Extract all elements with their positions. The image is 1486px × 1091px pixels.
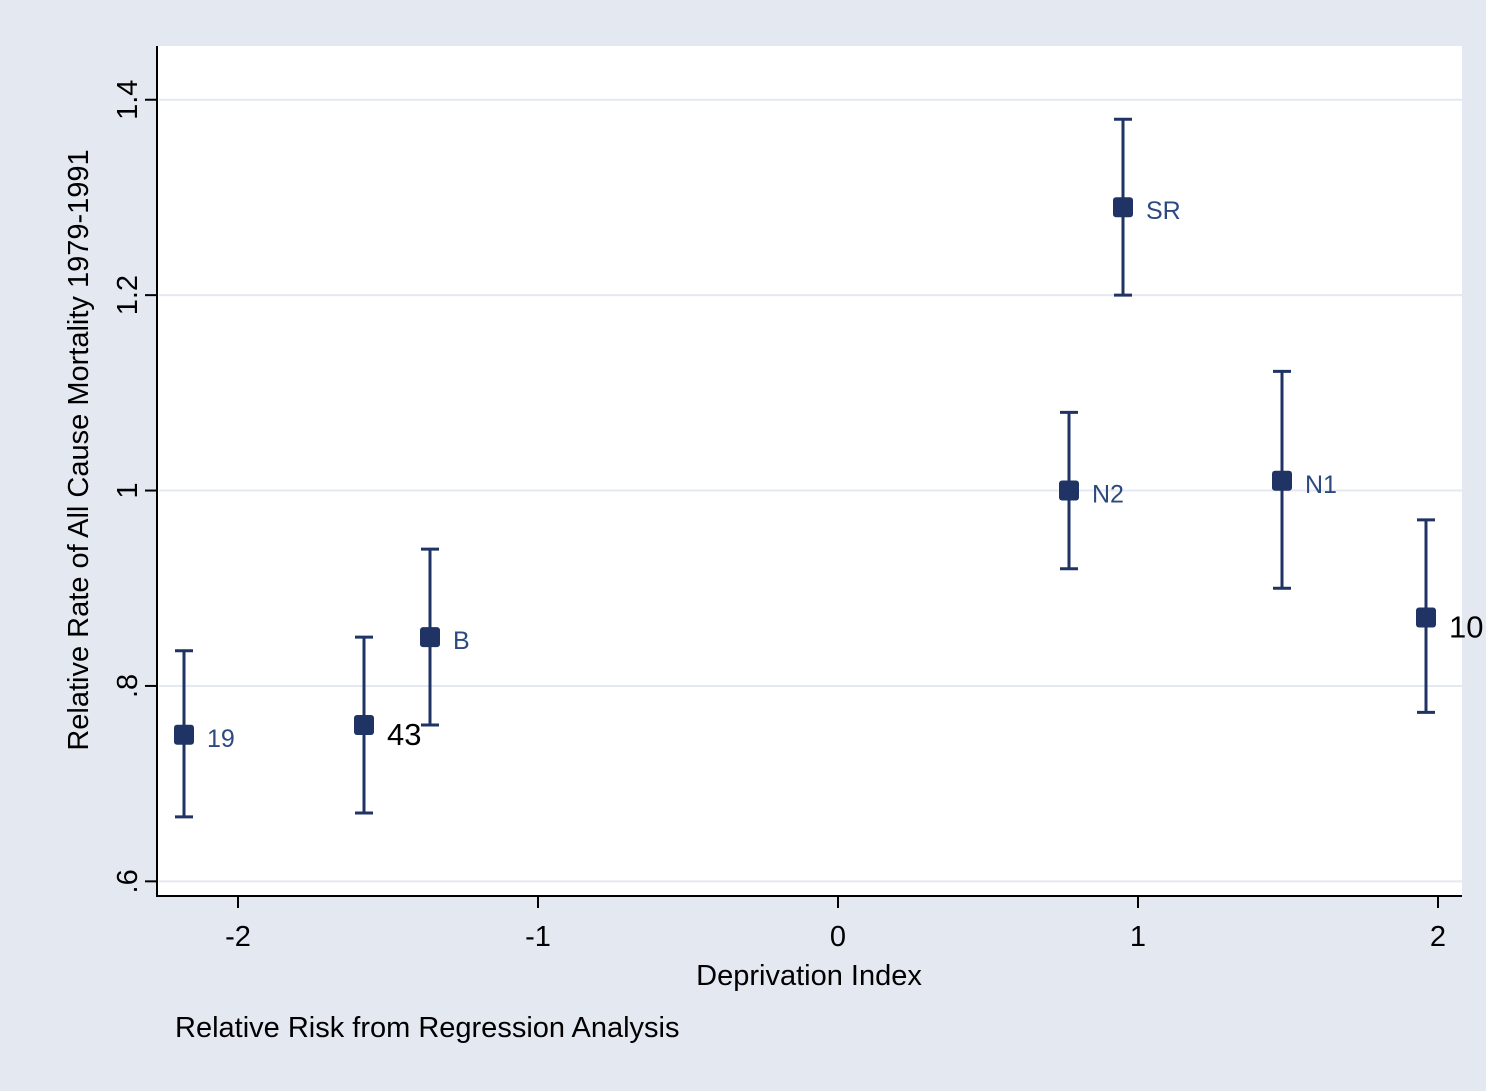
y-axis-title: Relative Rate of All Cause Mortality 197…	[63, 149, 95, 750]
data-point	[420, 627, 440, 648]
point-label: 43	[387, 717, 421, 752]
y-tick-label: .6	[112, 869, 144, 893]
plot-area	[157, 46, 1462, 896]
data-point	[174, 724, 194, 745]
x-tick-label: -1	[525, 921, 551, 953]
x-axis: -2 -1 0 1 2	[156, 895, 1462, 953]
data-point	[1059, 480, 1079, 501]
point-label: SR	[1146, 197, 1181, 225]
x-tick-label: 2	[1430, 921, 1446, 953]
point-labels: 19 43 B N2 SR N1 10	[207, 197, 1483, 753]
x-tick-label: 1	[1130, 921, 1146, 953]
point-label: 19	[207, 725, 235, 753]
point-label: N1	[1305, 471, 1337, 499]
x-tick-label: 0	[830, 921, 846, 953]
data-point	[1113, 197, 1133, 218]
data-point	[1272, 470, 1292, 491]
y-tick-label: 1.2	[112, 275, 144, 315]
x-axis-title: Deprivation Index	[696, 960, 922, 992]
y-tick-label: 1.4	[112, 80, 144, 120]
y-tick-label: .8	[112, 674, 144, 698]
point-label: 10	[1449, 610, 1483, 645]
gridlines	[159, 98, 1462, 883]
y-axis: .6 .8 1 1.2 1.4	[112, 46, 158, 897]
chart-note: Relative Risk from Regression Analysis	[175, 1012, 679, 1044]
data-point	[1416, 607, 1436, 628]
markers	[174, 197, 1436, 745]
point-label: N2	[1092, 481, 1124, 509]
data-point	[354, 715, 374, 736]
y-tick-label: 1	[112, 482, 144, 498]
point-label: B	[453, 627, 470, 655]
x-tick-label: -2	[225, 921, 251, 953]
